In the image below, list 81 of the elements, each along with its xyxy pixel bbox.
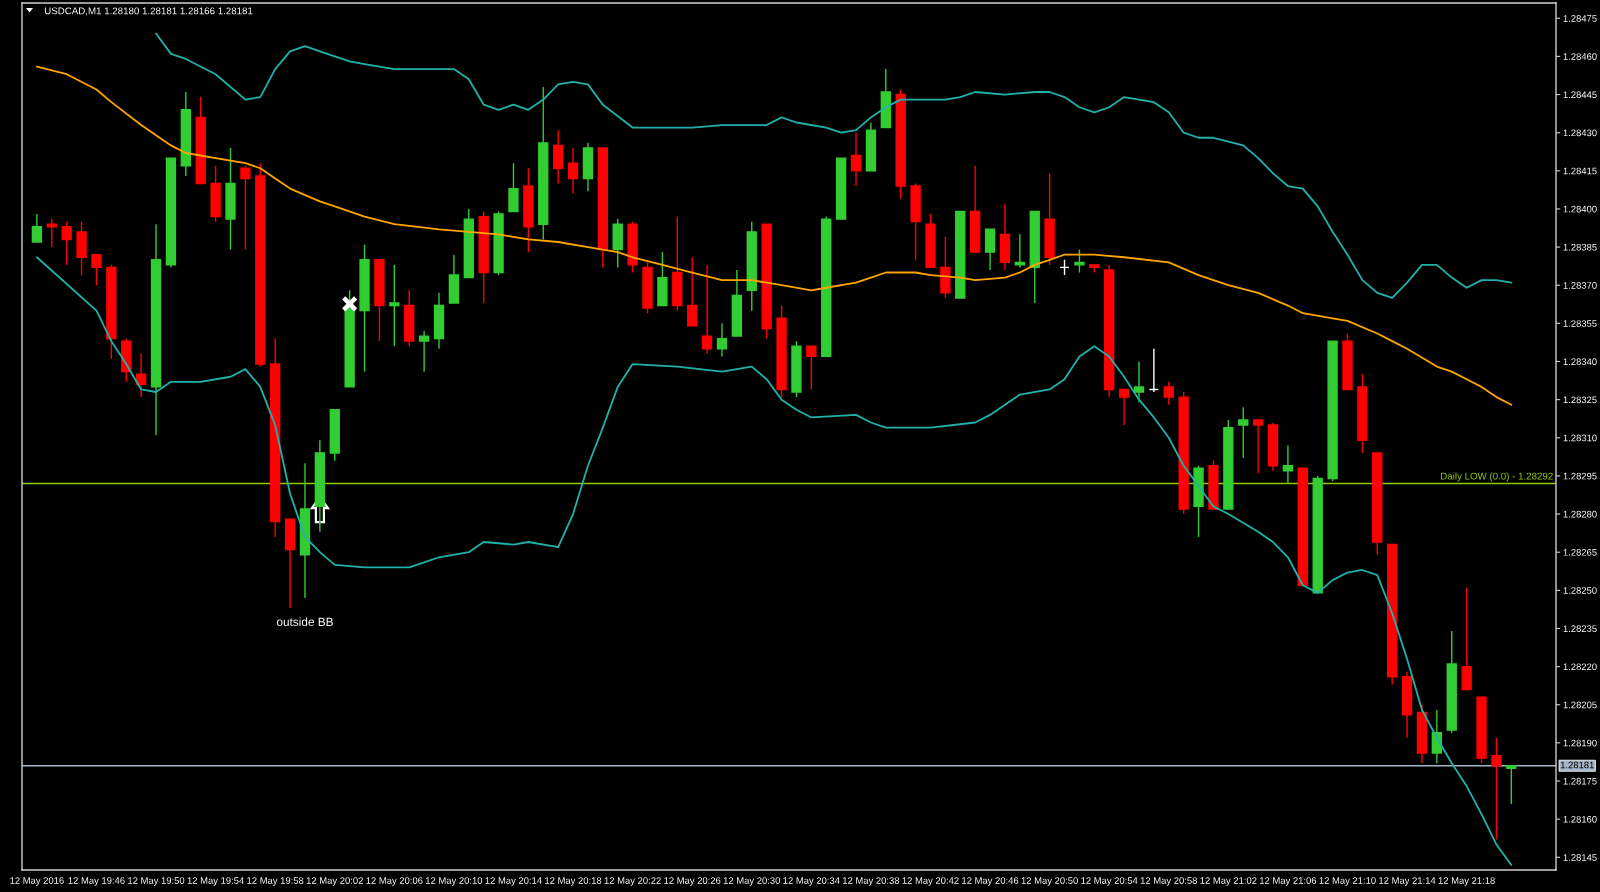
candlestick xyxy=(1491,737,1502,841)
y-tick-label: 1.28250 xyxy=(1563,587,1597,594)
candlestick xyxy=(701,264,713,355)
candlestick xyxy=(61,220,72,266)
y-tick-label: 1.28295 xyxy=(1563,472,1597,480)
candlestick xyxy=(1506,765,1517,805)
candlestick xyxy=(1238,406,1249,459)
y-tick-label: 1.28400 xyxy=(1563,205,1597,213)
candlestick xyxy=(850,131,862,187)
candlestick xyxy=(1461,587,1472,691)
x-tick-label: 12 May 20:10 xyxy=(426,877,483,886)
line-series xyxy=(35,65,1513,406)
candlestick xyxy=(418,330,430,373)
candlestick xyxy=(389,264,400,347)
y-tick-label: 1.28280 xyxy=(1563,510,1597,518)
x-tick-label: 12 May 20:46 xyxy=(962,877,1019,886)
candlestick xyxy=(687,256,698,327)
y-tick-label: 1.28475 xyxy=(1563,15,1597,22)
x-tick-label: 12 May 19:54 xyxy=(187,877,244,886)
x-tick-label: 12 May 19:58 xyxy=(247,877,304,886)
x-tick-label: 12 May 21:10 xyxy=(1319,877,1376,886)
candlestick xyxy=(1014,233,1026,269)
x-tick-label: 12 May 19:46 xyxy=(68,877,125,886)
candlestick xyxy=(1074,248,1085,274)
y-tick-label: 1.28370 xyxy=(1563,282,1597,289)
x-tick-label: 12 May 20:02 xyxy=(306,877,363,886)
x-tick-label: 12 May 2016 xyxy=(10,877,64,886)
y-tick-label: 1.28265 xyxy=(1563,549,1597,556)
x-tick-label: 12 May 20:42 xyxy=(902,877,959,886)
x-tick-label: 12 May 20:22 xyxy=(604,877,661,886)
candlestick xyxy=(1118,388,1130,426)
line-series xyxy=(35,256,1513,866)
y-tick-label: 1.28415 xyxy=(1563,167,1597,175)
annotation: outside BB xyxy=(276,617,333,627)
y-tick-label: 1.28190 xyxy=(1563,739,1597,747)
candlestick xyxy=(806,345,817,391)
candlestick xyxy=(31,213,43,243)
candlestick xyxy=(1133,360,1145,403)
x-tick-label: 12 May 20:14 xyxy=(485,877,542,886)
x-tick-label: 12 May 20:26 xyxy=(664,877,721,886)
x-tick-label: 12 May 21:18 xyxy=(1438,877,1495,886)
line-series xyxy=(155,32,1513,299)
x-tick-label: 12 May 20:34 xyxy=(783,877,840,886)
ref-line-label: Daily LOW (0.0) - 1.28292 xyxy=(1441,472,1553,482)
x-tick-label: 12 May 20:50 xyxy=(1021,877,1078,886)
y-tick-label: 1.28460 xyxy=(1563,53,1597,60)
x-tick-label: 12 May 19:50 xyxy=(128,877,185,886)
x-tick-label: 12 May 21:06 xyxy=(1260,877,1317,886)
y-tick-label: 1.28235 xyxy=(1563,625,1597,632)
y-tick-label: 1.28385 xyxy=(1563,243,1597,251)
x-tick-label: 12 May 20:54 xyxy=(1081,877,1138,886)
y-tick-label: 1.28220 xyxy=(1563,663,1597,671)
y-tick-label: 1.28445 xyxy=(1563,91,1597,99)
candlestick xyxy=(1252,419,1264,475)
y-tick-label: 1.28145 xyxy=(1563,854,1597,861)
ref-line-label: 1.28181 xyxy=(1560,761,1594,769)
x-tick-label: 12 May 20:58 xyxy=(1140,877,1197,886)
candlestick xyxy=(716,322,728,358)
chart-title: USDCAD,M1 1.28180 1.28181 1.28166 1.28181 xyxy=(44,7,253,16)
y-tick-label: 1.28355 xyxy=(1563,320,1597,327)
candlestick xyxy=(91,254,102,286)
x-tick-label: 12 May 20:06 xyxy=(366,877,423,886)
candlestick xyxy=(984,228,996,271)
x-tick-label: 12 May 20:18 xyxy=(545,877,602,886)
y-tick-label: 1.28310 xyxy=(1563,434,1597,442)
candlestick xyxy=(508,162,519,213)
candlestick xyxy=(567,147,579,195)
x-tick-label: 12 May 21:02 xyxy=(1200,877,1257,886)
candlestick xyxy=(240,165,251,251)
x-tick-label: 12 May 21:14 xyxy=(1379,877,1436,886)
y-tick-label: 1.28340 xyxy=(1563,358,1597,366)
x-tick-label: 12 May 20:30 xyxy=(723,877,781,886)
y-tick-label: 1.28205 xyxy=(1563,701,1597,709)
y-tick-label: 1.28430 xyxy=(1563,129,1597,137)
y-tick-label: 1.28325 xyxy=(1563,396,1597,404)
x-tick-label: 12 May 20:38 xyxy=(843,877,900,886)
candlestick xyxy=(552,129,564,185)
candlestick xyxy=(1282,444,1294,485)
y-tick-label: 1.28175 xyxy=(1563,777,1597,785)
y-tick-label: 1.28160 xyxy=(1563,815,1597,823)
candlestick xyxy=(1163,381,1174,406)
